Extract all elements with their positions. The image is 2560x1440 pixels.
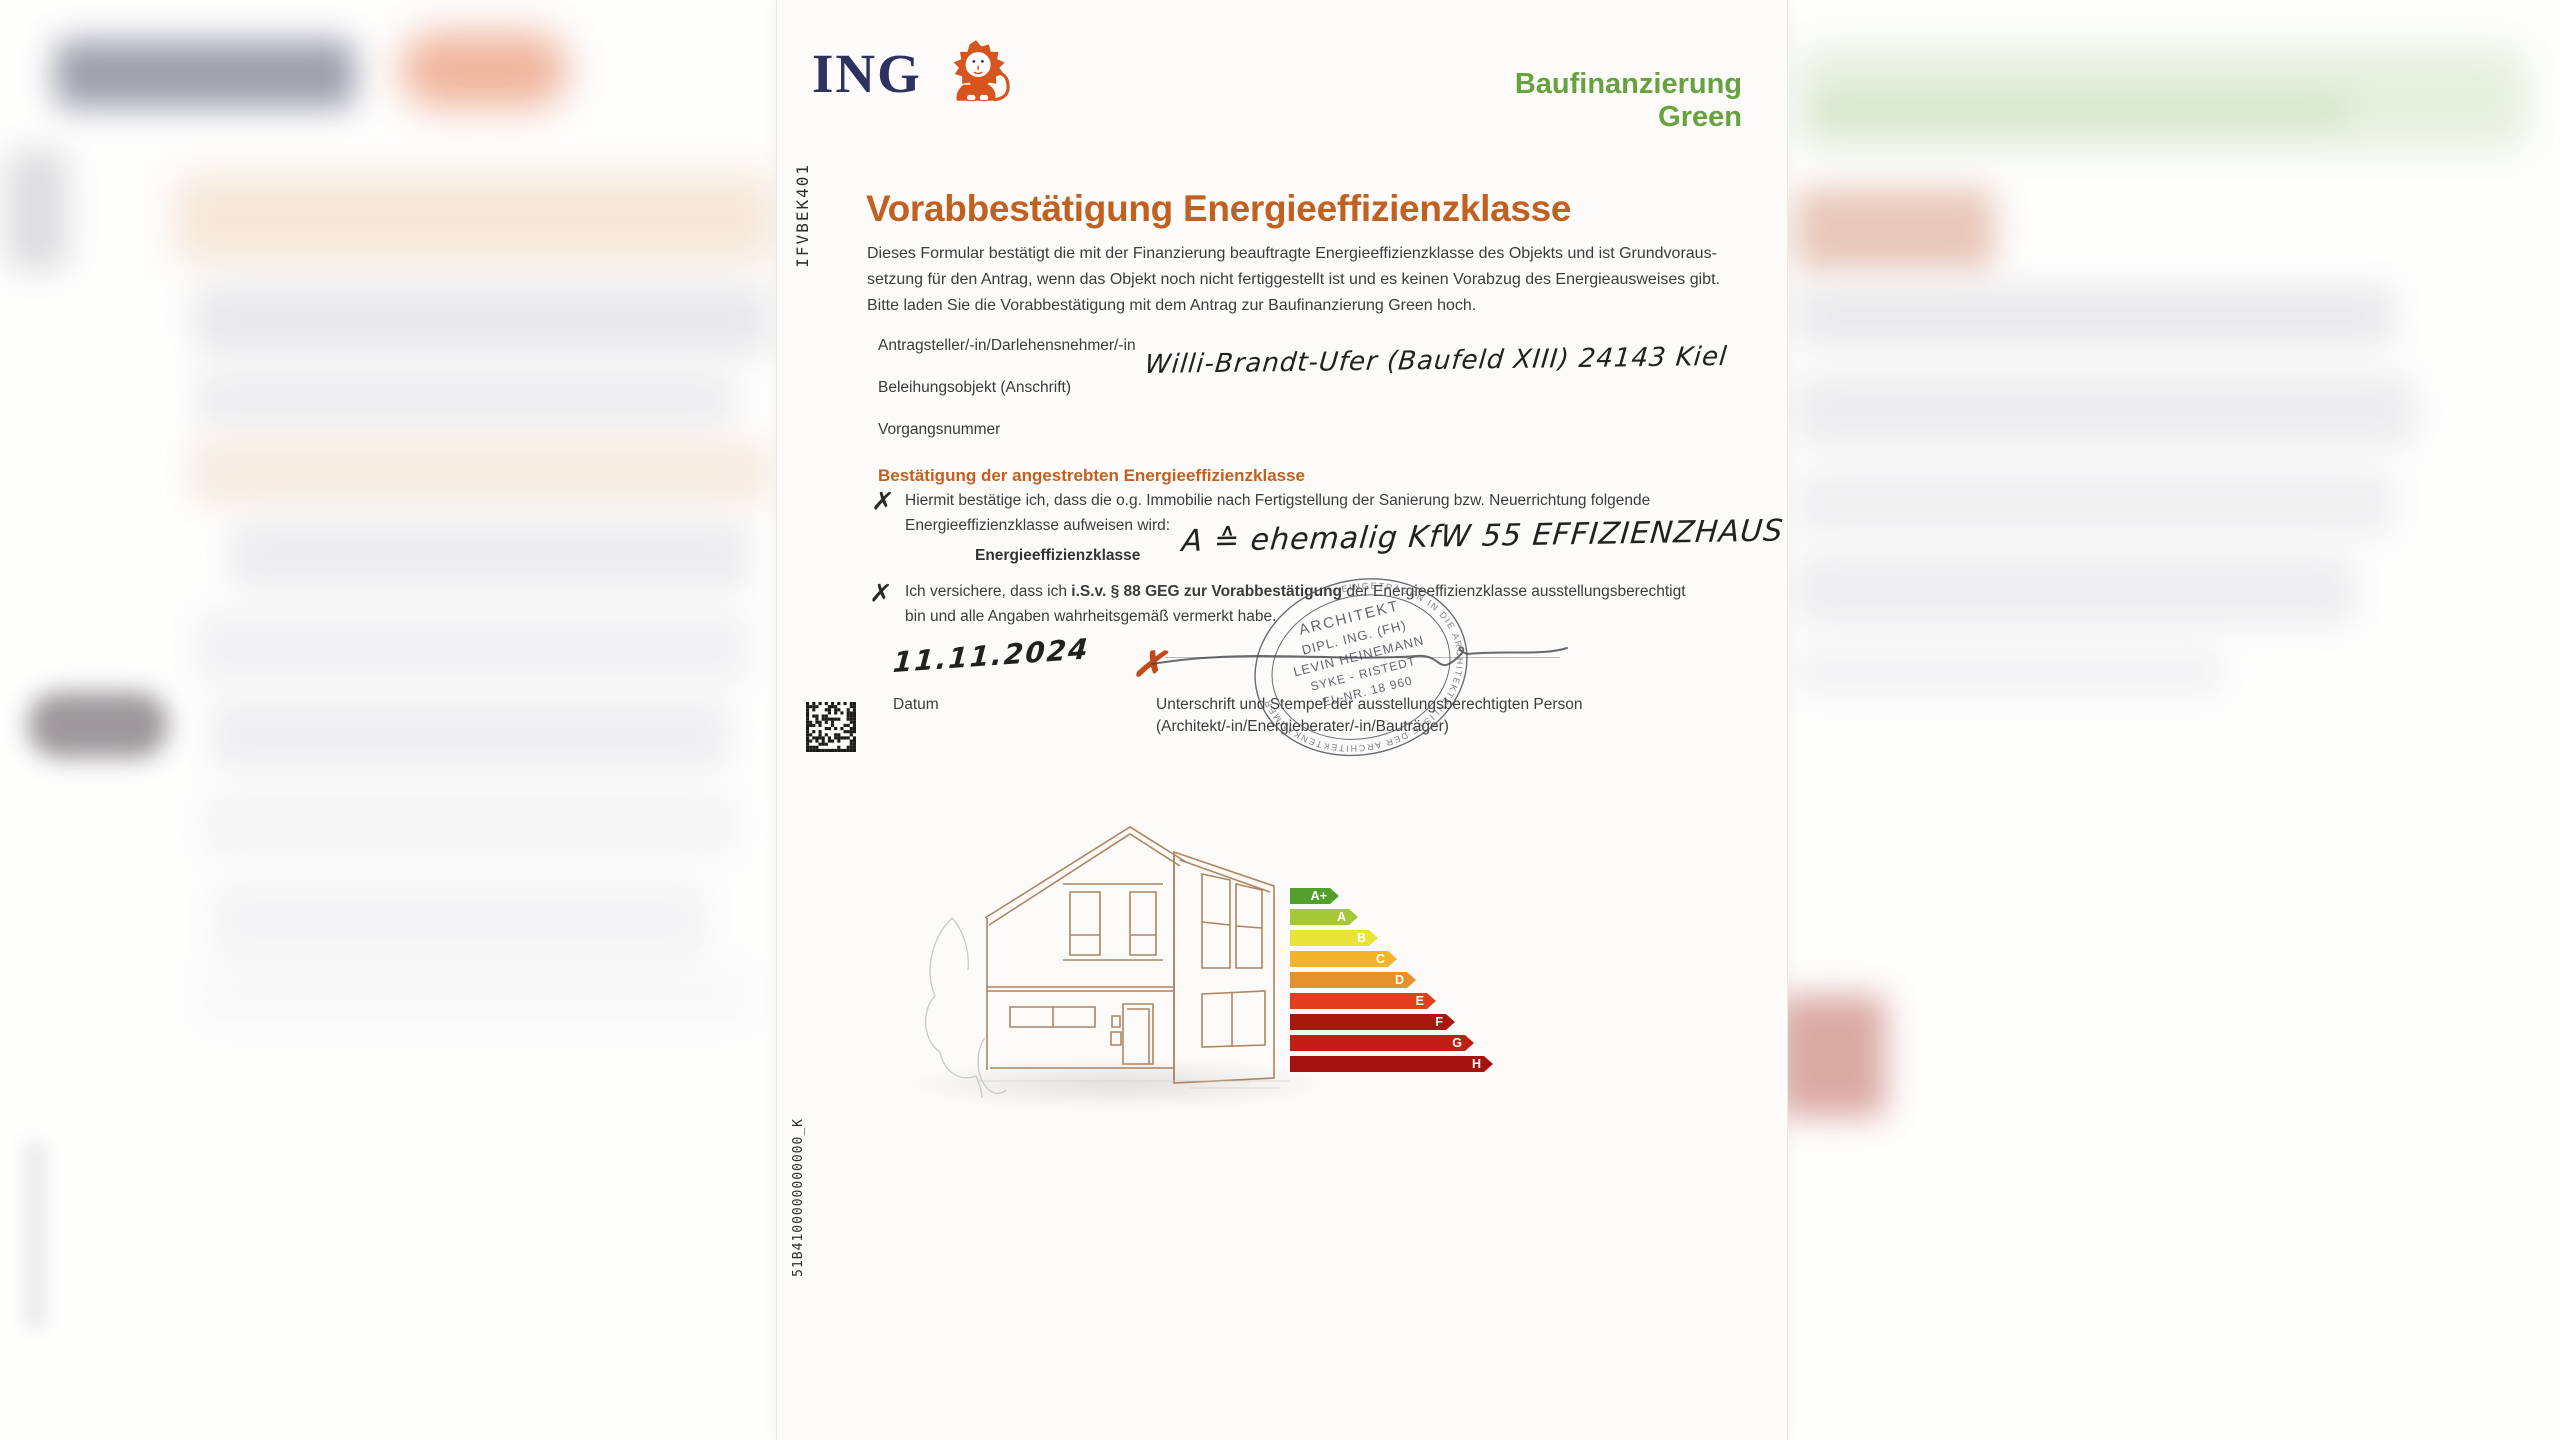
blurred-sidebar-item bbox=[6, 150, 68, 270]
blurred-orange-button bbox=[400, 32, 568, 108]
blurred-panel-band bbox=[190, 440, 770, 505]
energy-efficiency-scale: A+ A B C D E F G H bbox=[1290, 888, 1520, 1088]
blurred-text-row bbox=[1795, 555, 2355, 625]
blurred-text-row bbox=[1795, 285, 2395, 347]
form-code-vertical-top: IFVBEK401 bbox=[793, 163, 812, 268]
house-illustration bbox=[890, 800, 1310, 1105]
blurred-panel-header bbox=[175, 175, 775, 263]
checkbox1-text-line1: Hiermit bestätige ich, dass die o.g. Imm… bbox=[905, 492, 1651, 509]
ing-lion-icon bbox=[935, 38, 1017, 111]
datamatrix-code bbox=[806, 702, 856, 752]
case-number-field-label: Vorgangsnummer bbox=[878, 421, 1001, 438]
energy-class-bar-C: C bbox=[1290, 951, 1397, 967]
form-code-vertical-bottom: 51B4100000000000_K bbox=[791, 1118, 806, 1277]
blurred-text-row bbox=[195, 370, 735, 430]
checkbox1-handwritten-mark: ✗ bbox=[870, 486, 896, 519]
energy-class-bar-G: G bbox=[1290, 1035, 1474, 1051]
page-title: Vorabbestätigung Energieeffizienzklasse bbox=[866, 188, 1572, 229]
energy-class-bar-B: B bbox=[1290, 930, 1378, 946]
property-field-label: Beleihungsobjekt (Anschrift) bbox=[878, 379, 1071, 396]
blurred-text-row bbox=[210, 700, 730, 770]
energy-class-handwritten-value: A ≙ ehemalig KfW 55 EFFIZIENZHAUS bbox=[1180, 513, 1785, 560]
checkbox2-pre: Ich versichere, dass ich bbox=[905, 583, 1072, 600]
energy-class-bar-D: D bbox=[1290, 972, 1416, 988]
blurred-text-row bbox=[1795, 375, 2415, 447]
signature-scribble bbox=[1151, 646, 1568, 667]
blurred-text-row bbox=[230, 520, 750, 590]
blurred-green-text bbox=[1810, 95, 2350, 129]
blurred-text-row bbox=[210, 880, 710, 960]
applicant-field-label: Antragsteller/-in/Darlehensnehmer/-in bbox=[878, 337, 1136, 354]
date-label: Datum bbox=[893, 696, 939, 713]
intro-line: Bitte laden Sie die Vorabbestätigung mit… bbox=[867, 297, 1477, 314]
checkbox2-text-line2: bin und alle Angaben wahrheitsgemäß verm… bbox=[905, 608, 1277, 625]
house-shadow bbox=[897, 1058, 1337, 1110]
property-field-handwritten-value: Willi-Brandt-Ufer (Baufeld XIII) 24143 K… bbox=[1143, 341, 1729, 381]
energy-class-bar-E: E bbox=[1290, 993, 1436, 1009]
blurred-text-row bbox=[195, 610, 750, 685]
energy-class-bar-A+: A+ bbox=[1290, 888, 1339, 904]
checkbox2-bold: i.S.v. § 88 GEG zur Vorabbestätigung bbox=[1071, 583, 1343, 600]
intro-line: Dieses Formular bestätigt die mit der Fi… bbox=[867, 245, 1717, 262]
blurred-text-row bbox=[1795, 645, 2225, 697]
energy-class-bar-A: A bbox=[1290, 909, 1358, 925]
intro-line: setzung für den Antrag, wenn das Objekt … bbox=[867, 271, 1720, 288]
checkbox1-text-line2: Energieeffizienzklasse aufweisen wird: bbox=[905, 517, 1171, 534]
ing-logo-text: ING bbox=[812, 43, 922, 104]
architect-stamp: EINGETRAGEN IN DIE ARCHITEKTENLISTE DER … bbox=[1230, 550, 1493, 785]
blurred-text-row bbox=[1795, 470, 2395, 536]
blurred-text-row bbox=[200, 790, 740, 860]
blurred-dark-button bbox=[28, 692, 168, 758]
blurred-text-row bbox=[195, 285, 770, 355]
date-handwritten: 11.11.2024 bbox=[891, 632, 1091, 680]
blurred-orange-label bbox=[1795, 188, 1995, 272]
left-overlay-veil bbox=[0, 0, 777, 1440]
checkbox2-handwritten-mark: ✗ bbox=[868, 578, 894, 611]
product-name: Baufinanzierung Green bbox=[1514, 68, 1742, 133]
section-heading: Bestätigung der angestrebten Energieeffi… bbox=[878, 466, 1306, 485]
intro-paragraph: Dieses Formular bestätigt die mit der Fi… bbox=[867, 241, 1720, 319]
blurred-text-row bbox=[195, 960, 755, 1030]
blurred-edge-strip bbox=[24, 1140, 46, 1330]
blurred-red-stamp bbox=[1778, 995, 1886, 1117]
energy-class-bar-H: H bbox=[1290, 1056, 1493, 1072]
energy-class-bar-F: F bbox=[1290, 1014, 1455, 1030]
right-overlay-veil bbox=[1787, 0, 2560, 1440]
energy-class-label: Energieeffizienzklasse bbox=[975, 547, 1141, 564]
blurred-app-logo bbox=[55, 40, 355, 108]
document-scan[interactable]: IFVBEK401 51B4100000000000_K ING Baufina… bbox=[777, 0, 1787, 1440]
